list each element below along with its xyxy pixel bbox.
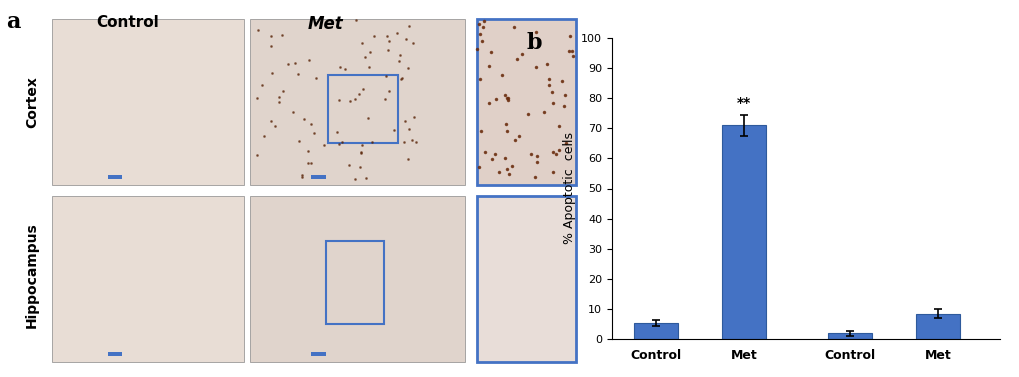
Text: Met: Met xyxy=(308,15,343,33)
Text: **: ** xyxy=(737,96,751,110)
FancyBboxPatch shape xyxy=(311,352,325,356)
Text: b: b xyxy=(526,32,542,54)
Bar xyxy=(634,323,678,339)
FancyBboxPatch shape xyxy=(107,175,122,179)
FancyBboxPatch shape xyxy=(52,196,244,362)
Text: a: a xyxy=(6,11,20,33)
FancyBboxPatch shape xyxy=(311,175,325,179)
FancyBboxPatch shape xyxy=(52,19,244,185)
FancyBboxPatch shape xyxy=(250,19,465,185)
Bar xyxy=(827,333,871,339)
Y-axis label: % Apoptotic  cells: % Apoptotic cells xyxy=(562,132,575,245)
FancyBboxPatch shape xyxy=(107,352,122,356)
FancyBboxPatch shape xyxy=(250,196,465,362)
Bar xyxy=(915,314,959,339)
FancyBboxPatch shape xyxy=(476,19,575,185)
Text: Control: Control xyxy=(97,15,159,30)
Text: Cortex: Cortex xyxy=(24,76,39,128)
Text: Hippocampus: Hippocampus xyxy=(24,222,39,328)
Bar xyxy=(721,125,765,339)
FancyBboxPatch shape xyxy=(476,196,575,362)
